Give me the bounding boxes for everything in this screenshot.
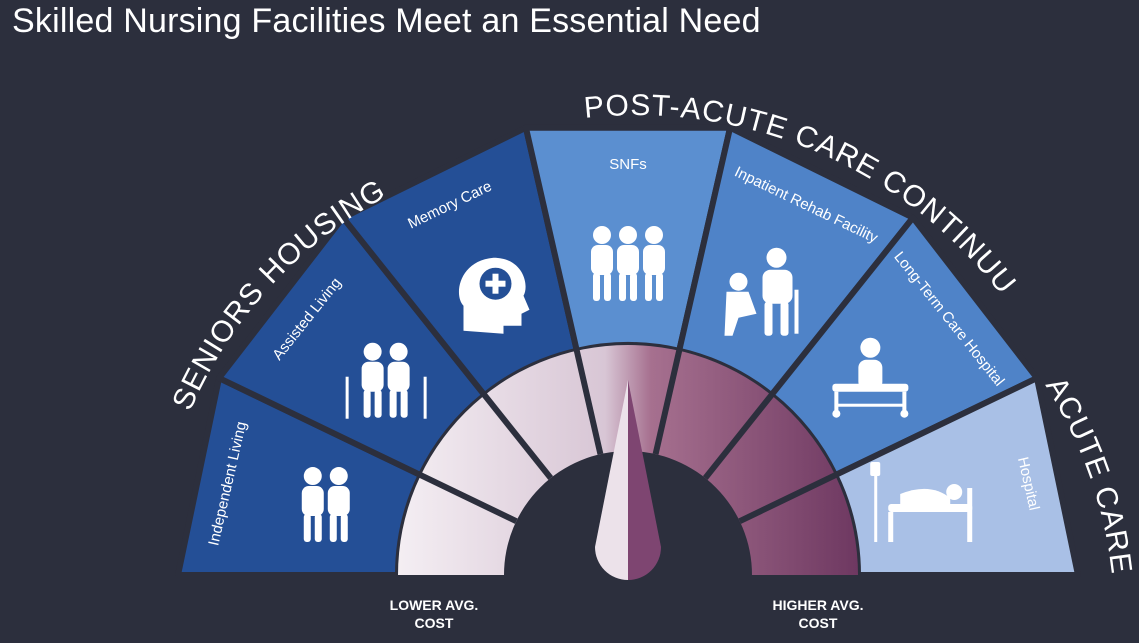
lower-cost-label: LOWER AVG. COST <box>374 596 494 632</box>
page-title: Skilled Nursing Facilities Meet an Essen… <box>12 2 761 40</box>
rehab-therapy-icon <box>724 247 799 336</box>
cost-divider <box>417 471 518 524</box>
patient-bed-icon <box>832 337 909 418</box>
cost-divider <box>481 391 554 480</box>
cost-divider <box>573 348 604 455</box>
hospital-bed-icon <box>870 462 973 543</box>
cost-divider <box>652 348 683 455</box>
cost-divider <box>738 471 839 524</box>
higher-cost-label: HIGHER AVG. COST <box>758 596 878 632</box>
cost-divider <box>702 391 775 480</box>
elderly-couple-icon <box>301 467 350 543</box>
elderly-with-canes-icon <box>345 342 427 419</box>
higher-cost-line1: HIGHER AVG. <box>772 597 864 613</box>
lower-cost-line2: COST <box>414 615 454 631</box>
brain-head-icon <box>458 257 530 334</box>
nurse-staff-icon <box>591 226 665 301</box>
needle <box>595 380 661 580</box>
lower-cost-line1: LOWER AVG. <box>389 597 479 613</box>
higher-cost-line2: COST <box>798 615 838 631</box>
segment-label: SNFs <box>609 156 647 173</box>
